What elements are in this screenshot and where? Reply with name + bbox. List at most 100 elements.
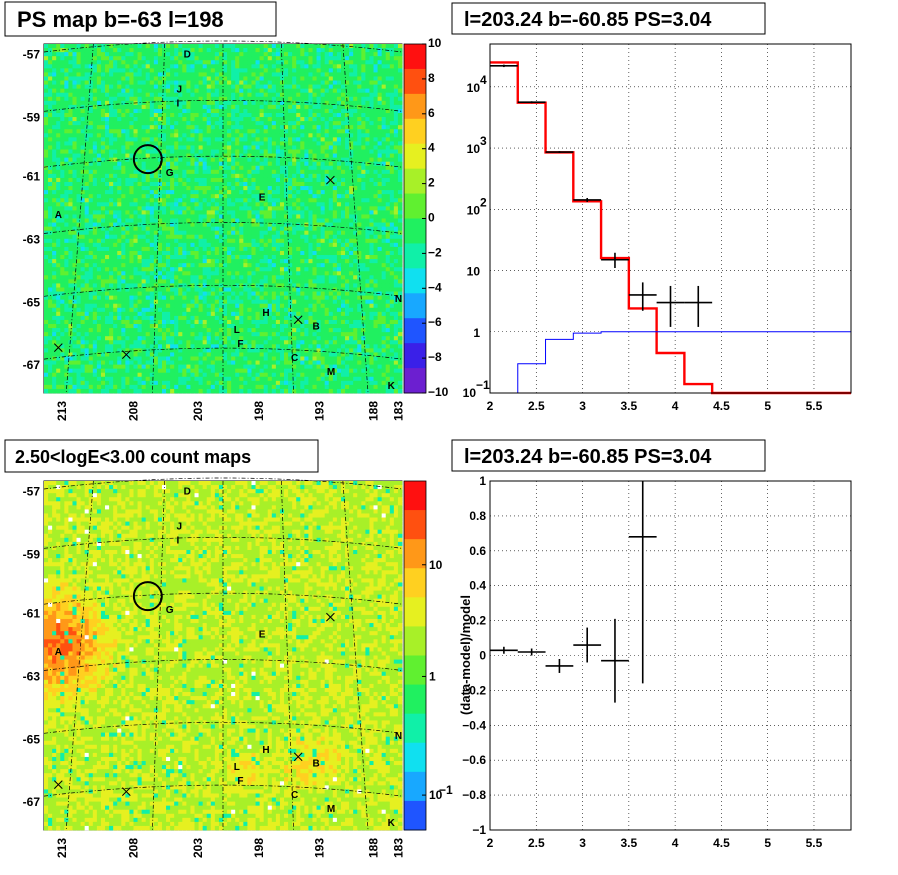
heatmap-cell (166, 295, 171, 301)
heatmap-cell (239, 259, 244, 264)
heatmap-cell (137, 153, 143, 159)
heatmap-cell (60, 92, 65, 98)
heatmap-cell (60, 190, 65, 195)
heatmap-cell (56, 88, 61, 94)
heatmap-cell (223, 364, 228, 370)
heatmap-cell (125, 368, 130, 374)
heatmap-cell (52, 299, 57, 305)
heatmap-cell (275, 246, 281, 252)
heatmap-cell (206, 44, 212, 49)
heatmap-cell (68, 133, 73, 138)
heatmap-cell (194, 202, 199, 207)
heatmap-cell (194, 230, 199, 236)
heatmap-cell (202, 319, 208, 325)
heatmap-cell (178, 84, 183, 90)
heatmap-cell (52, 259, 57, 264)
heatmap-cell (72, 129, 77, 134)
heatmap-cell (121, 238, 126, 244)
heatmap-cell (145, 48, 151, 53)
heatmap-cell (235, 299, 240, 305)
heatmap-cell (263, 340, 269, 345)
heatmap-cell (239, 279, 244, 284)
heatmap-cell (218, 169, 224, 175)
heatmap-cell (109, 198, 114, 203)
heatmap-cell (92, 92, 98, 98)
heatmap-cell (129, 275, 134, 280)
heatmap-cell (275, 64, 281, 69)
heatmap-cell (109, 319, 114, 325)
heatmap-cell (56, 153, 61, 159)
heatmap-cell (275, 368, 281, 374)
heatmap-cell (60, 125, 65, 130)
heatmap-cell (88, 48, 94, 53)
heatmap-cell (48, 238, 53, 244)
heatmap-cell (275, 60, 281, 65)
heatmap-cell (251, 263, 256, 268)
heatmap-cell (194, 368, 199, 374)
heatmap-cell (149, 153, 155, 159)
heatmap-cell (149, 311, 155, 317)
heatmap-cell (202, 206, 208, 211)
heatmap-cell (129, 319, 134, 325)
heatmap-cell (267, 246, 273, 252)
heatmap-cell (44, 48, 49, 53)
heatmap-cell (80, 356, 86, 361)
heatmap-cell (190, 60, 195, 65)
heatmap-cell (84, 80, 90, 85)
heatmap-cell (109, 186, 114, 191)
heatmap-cell (105, 267, 110, 272)
heatmap-cell (174, 48, 179, 53)
heatmap-cell (52, 84, 57, 90)
heatmap-cell (92, 364, 98, 370)
heatmap-cell (125, 117, 130, 122)
heatmap-cell (255, 56, 261, 61)
heatmap-cell (263, 287, 269, 292)
heatmap-cell (243, 246, 248, 252)
heatmap-cell (218, 202, 224, 207)
heatmap-cell (153, 267, 159, 272)
heatmap-cell (231, 356, 236, 361)
heatmap-cell (166, 324, 171, 329)
heatmap-cell (235, 137, 240, 142)
heatmap-cell (198, 263, 204, 268)
heatmap-cell (243, 234, 248, 240)
heatmap-cell (206, 186, 212, 191)
heatmap-cell (64, 218, 69, 223)
heatmap-cell (64, 121, 69, 126)
heatmap-cell (121, 372, 126, 378)
heatmap-cell (243, 210, 248, 215)
heatmap-cell (88, 129, 94, 134)
heatmap-cell (64, 319, 69, 325)
heatmap-cell (186, 360, 191, 365)
heatmap-cell (247, 173, 252, 179)
heatmap-cell (247, 68, 252, 73)
heatmap-cell (243, 380, 248, 386)
heatmap-cell (231, 388, 236, 394)
heatmap-cell (263, 141, 269, 146)
heatmap-cell (52, 108, 57, 114)
heatmap-cell (223, 242, 228, 248)
heatmap-cell (218, 340, 224, 345)
heatmap-cell (239, 153, 244, 159)
heatmap-cell (170, 307, 175, 313)
heatmap-cell (231, 214, 236, 219)
heatmap-cell (121, 380, 126, 386)
heatmap-cell (117, 295, 122, 301)
heatmap-cell (259, 250, 265, 256)
heatmap-cell (149, 352, 155, 357)
heatmap-cell (206, 324, 212, 329)
heatmap-cell (133, 186, 138, 191)
heatmap-cell (271, 210, 277, 215)
heatmap-cell (157, 356, 163, 361)
heatmap-cell (121, 368, 126, 374)
heatmap-cell (153, 153, 159, 159)
heatmap-cell (125, 60, 130, 65)
heatmap-cell (182, 181, 187, 187)
heatmap-cell (223, 190, 228, 195)
heatmap-cell (76, 68, 82, 73)
heatmap-cell (64, 181, 69, 187)
heatmap-cell (80, 340, 86, 345)
heatmap-cell (275, 234, 281, 240)
heatmap-cell (92, 48, 98, 53)
heatmap-cell (125, 344, 130, 349)
